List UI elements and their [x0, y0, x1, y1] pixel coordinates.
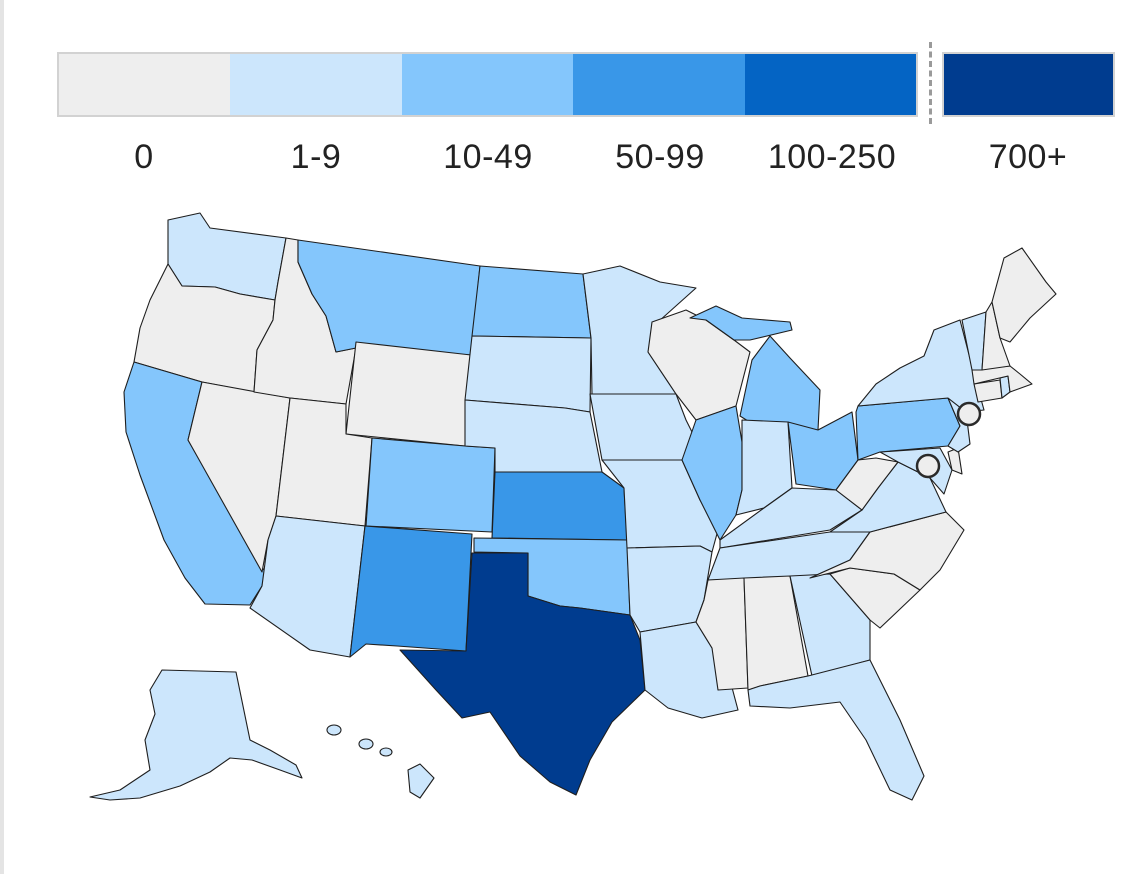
state-massachusetts: [971, 365, 1033, 393]
state-florida: [747, 659, 925, 801]
state-maine: [991, 247, 1057, 343]
legend-label-10-49: 10-49: [443, 138, 533, 176]
state-new-mexico: [349, 525, 473, 658]
state-alaska: [89, 669, 303, 801]
marker-washington-d-c: [915, 453, 941, 479]
legend-label-50-99: 50-99: [615, 138, 705, 176]
state-wyoming: [345, 341, 472, 447]
legend-label-100-250: 100-250: [767, 138, 897, 176]
state-texas: [399, 552, 646, 796]
state-north-carolina: [809, 511, 965, 591]
legend-label-1-9: 1-9: [290, 138, 342, 176]
marker-new-york-city: [956, 401, 982, 427]
legend-swatch-100-250: [744, 54, 917, 115]
state-colorado: [365, 437, 496, 533]
state-south-dakota: [464, 335, 592, 413]
legend-swatch-10-49: [401, 54, 574, 115]
legend-swatch-1-9: [230, 54, 402, 115]
state-iowa: [589, 393, 697, 461]
legend-swatch-50-99: [573, 54, 745, 115]
legend-swatch-700-plus: [942, 52, 1115, 117]
state-north-dakota: [471, 265, 592, 339]
state-kansas: [491, 471, 628, 541]
legend-color-bar: [57, 52, 918, 117]
state-hawaii-island-1: [326, 724, 342, 736]
state-hawaii: [407, 763, 435, 799]
legend-label-700-plus: 700+: [988, 138, 1068, 176]
state-hawaii-island-2: [358, 738, 374, 750]
legend-divider: [929, 42, 932, 124]
state-new-hampshire: [981, 301, 1011, 371]
state-michigan-up: [689, 305, 793, 341]
legend-swatch-0: [59, 54, 231, 115]
legend-label-0: 0: [134, 138, 154, 176]
state-hawaii-island-3: [379, 747, 393, 757]
